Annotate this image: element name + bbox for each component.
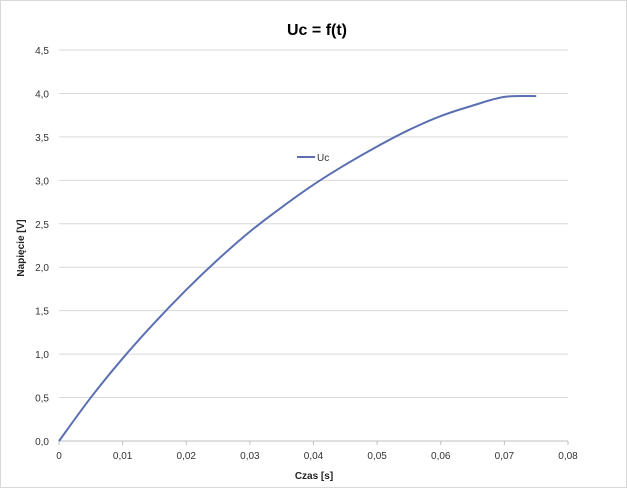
x-tick-label: 0,04 [304,451,324,462]
x-tick-label: 0,01 [113,451,133,462]
y-tick-label: 1,0 [35,350,49,361]
y-tick-label: 4,0 [35,89,49,100]
legend: Uc [297,153,329,164]
x-tick-label: 0,03 [240,451,260,462]
legend-label-uc: Uc [317,153,329,164]
y-tick-label: 2,5 [35,220,49,231]
y-tick-label: 3,5 [35,133,49,144]
x-tick-label: 0,08 [558,451,578,462]
x-tick-label: 0,05 [367,451,387,462]
chart-title: Uc = f(t) [287,22,347,39]
x-tick-label: 0,02 [177,451,197,462]
x-tick-label: 0,06 [431,451,451,462]
y-tick-label: 0,0 [35,437,49,448]
grid-lines [59,49,568,399]
x-tick-label: 0,07 [495,451,515,462]
x-tick-label: 0 [56,451,62,462]
y-tick-label: 0,5 [35,394,49,405]
series-line-uc [58,94,537,442]
y-axis-label: Napięcie [V] [16,219,27,276]
y-tick-label: 2,0 [35,263,49,274]
x-axis-label: Czas [s] [295,471,333,482]
y-tick-label: 4,5 [35,46,49,57]
y-tick-label: 1,5 [35,307,49,318]
y-tick-label: 3,0 [35,176,49,187]
x-axis-ticks: 0 0,01 0,02 0,03 0,04 0,05 0,06 0,07 0,08 [56,441,578,462]
y-axis-ticks: 0,0 0,5 1,0 1,5 2,0 2,5 3,0 3,5 4,0 4,5 [35,46,49,448]
